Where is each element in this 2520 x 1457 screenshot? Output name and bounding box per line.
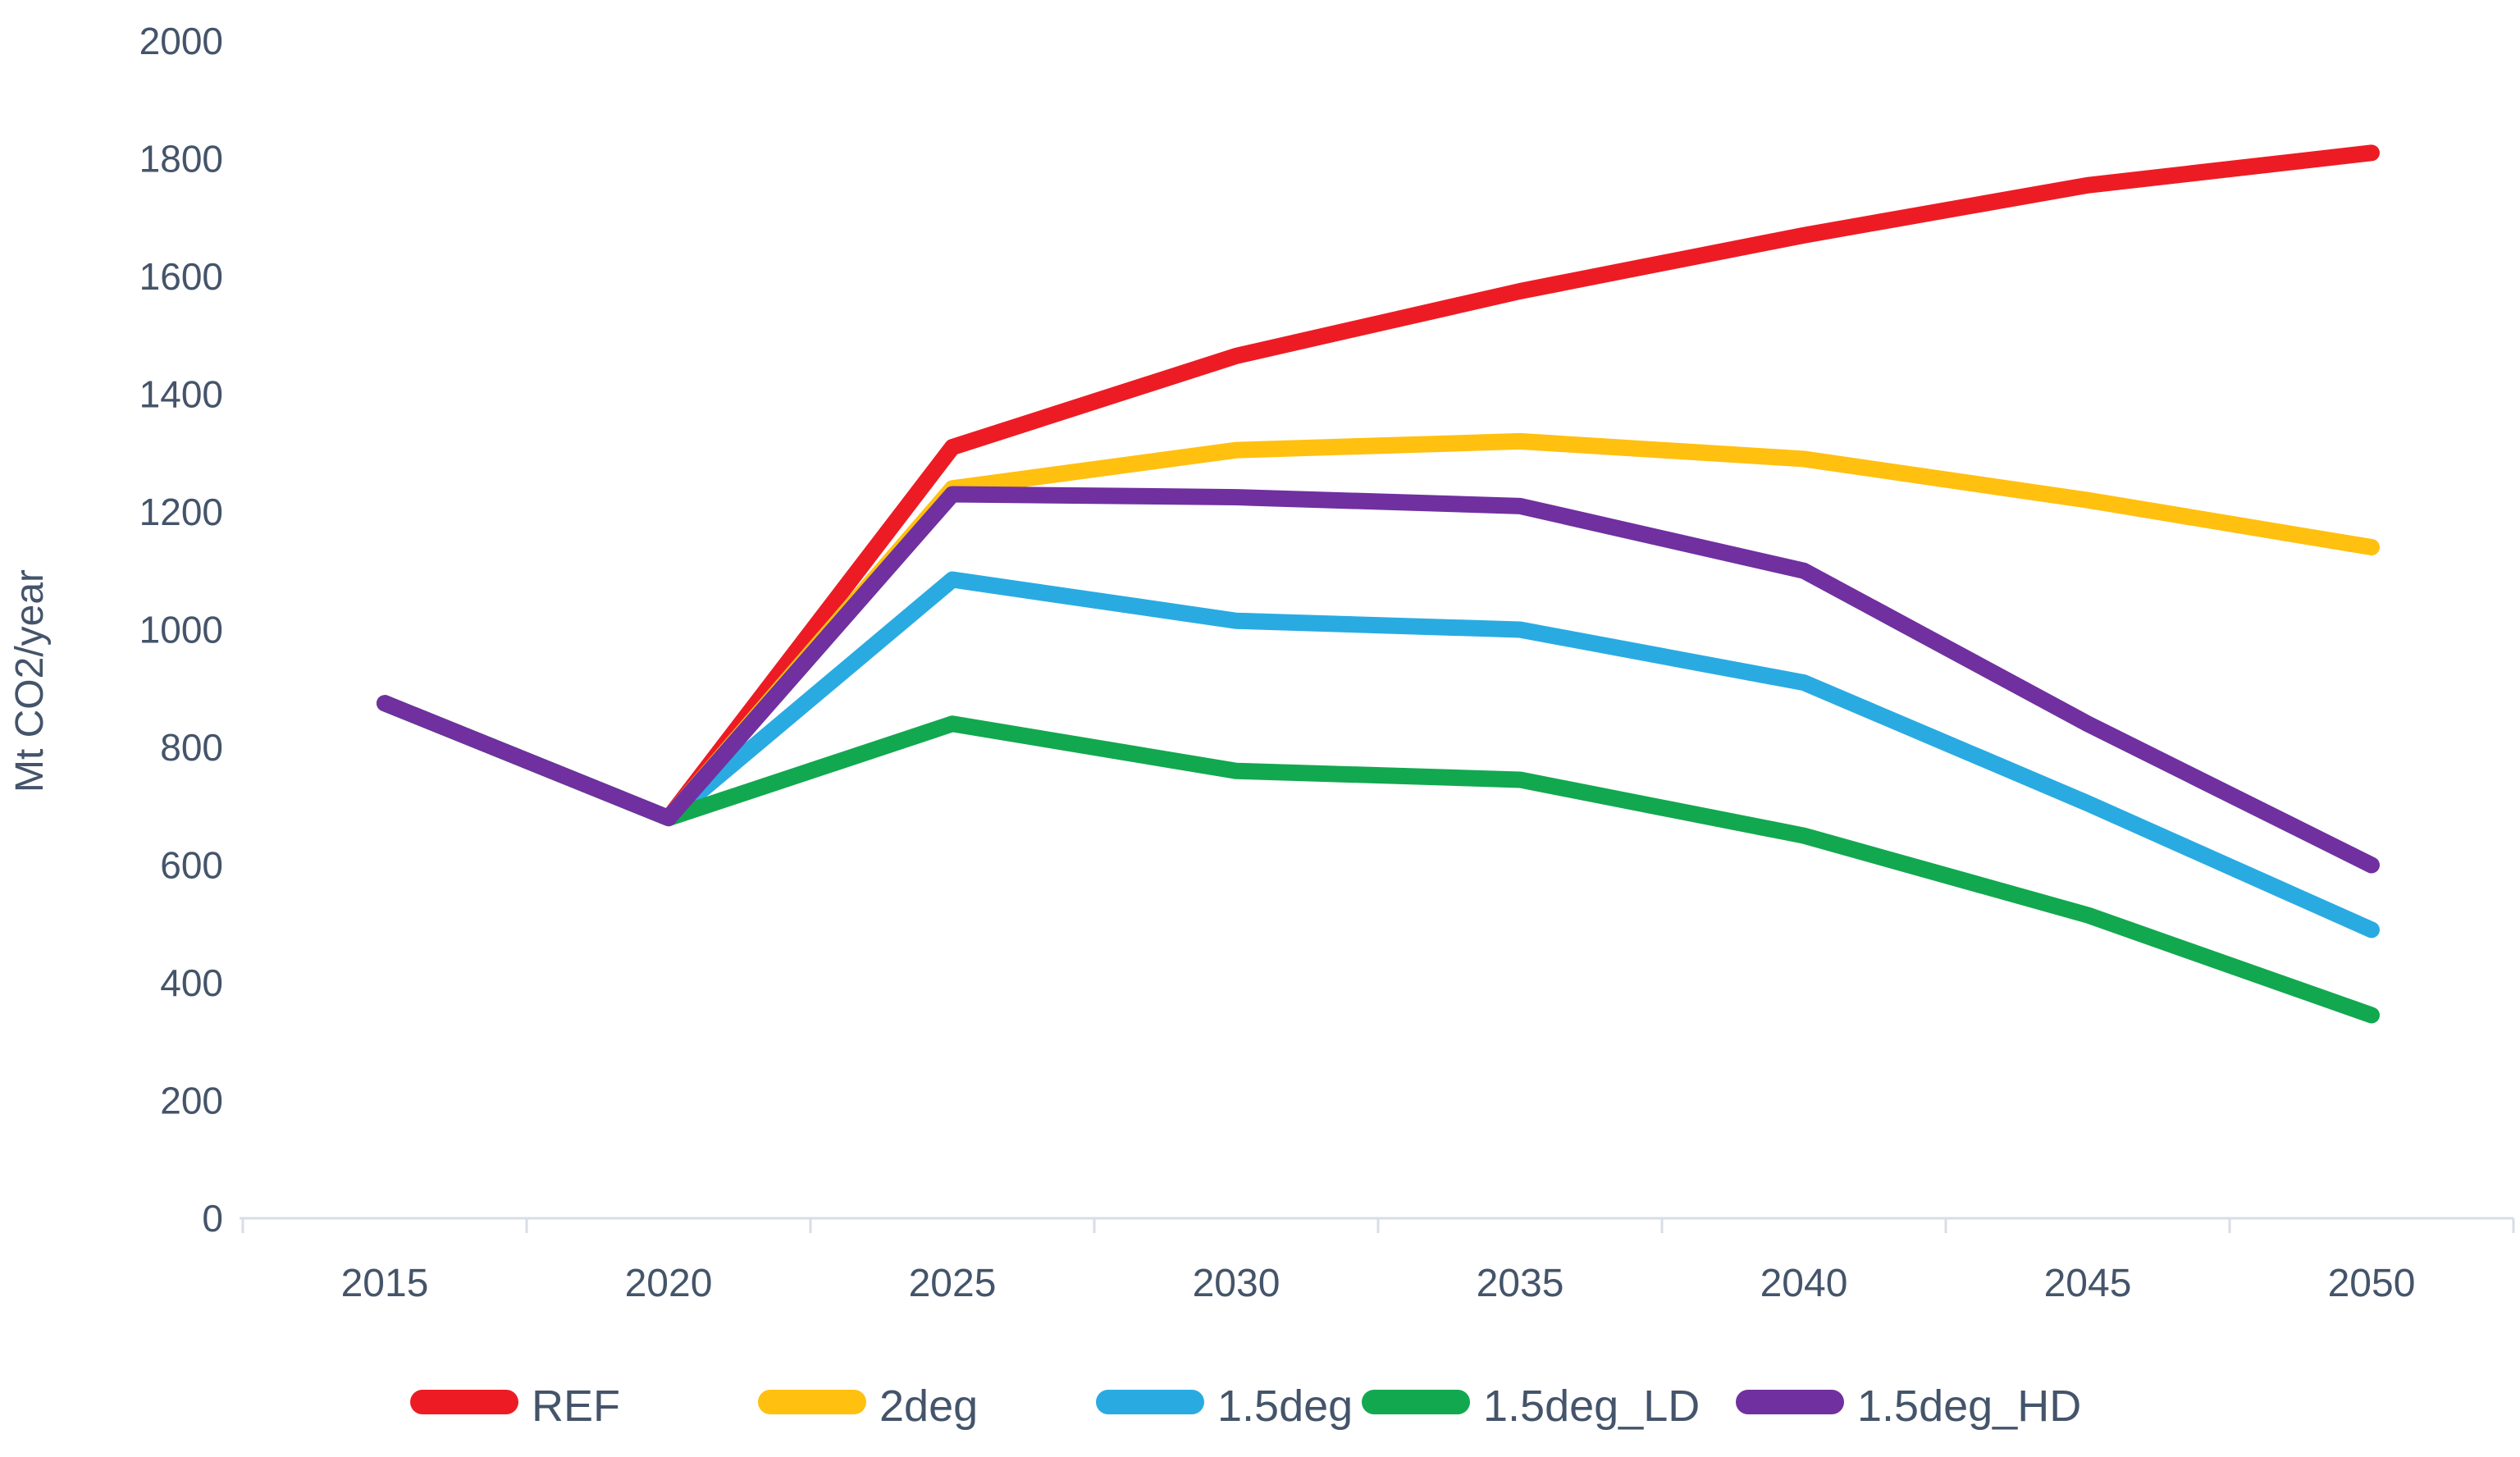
legend-swatch-REF [410, 1390, 518, 1414]
x-tick-label: 2015 [341, 1262, 429, 1305]
series-line-1.5deg [377, 571, 2380, 939]
x-tick-label: 2030 [1193, 1262, 1281, 1305]
legend-label-REF: REF [532, 1382, 620, 1431]
x-tick-label: 2050 [2328, 1262, 2416, 1305]
x-tick-label: 2035 [1477, 1262, 1564, 1305]
legend-label-2deg: 2deg [879, 1382, 978, 1431]
y-tick-label: 0 [202, 1197, 223, 1240]
x-tick-label: 2020 [625, 1262, 713, 1305]
legend-swatch-1.5deg [1096, 1390, 1204, 1414]
x-tick-label: 2040 [1760, 1262, 1848, 1305]
y-tick-label: 1200 [139, 491, 223, 533]
legend-label-1.5deg_HD: 1.5deg_HD [1857, 1382, 2081, 1431]
legend-swatch-2deg [758, 1390, 866, 1414]
legend-swatch-1.5deg_HD [1736, 1390, 1844, 1414]
x-tick-label: 2025 [909, 1262, 997, 1305]
series-line-1.5deg_HD [377, 486, 2380, 874]
y-tick-label: 1400 [139, 373, 223, 416]
y-tick-label: 1000 [139, 609, 223, 651]
y-axis-title: Mt CO2/year [8, 569, 52, 792]
y-tick-label: 1600 [139, 255, 223, 298]
y-tick-label: 800 [160, 726, 223, 769]
legend-label-1.5deg: 1.5deg [1217, 1382, 1353, 1431]
series-line-1.5deg_LD [377, 695, 2380, 1024]
x-tick-label: 2045 [2044, 1262, 2132, 1305]
y-tick-label: 400 [160, 961, 223, 1004]
y-tick-label: 600 [160, 844, 223, 887]
legend-swatch-1.5deg_LD [1362, 1390, 1470, 1414]
y-tick-label: 1800 [139, 138, 223, 180]
y-tick-label: 2000 [139, 20, 223, 62]
legend-label-1.5deg_LD: 1.5deg_LD [1483, 1382, 1700, 1431]
y-tick-label: 200 [160, 1080, 223, 1122]
